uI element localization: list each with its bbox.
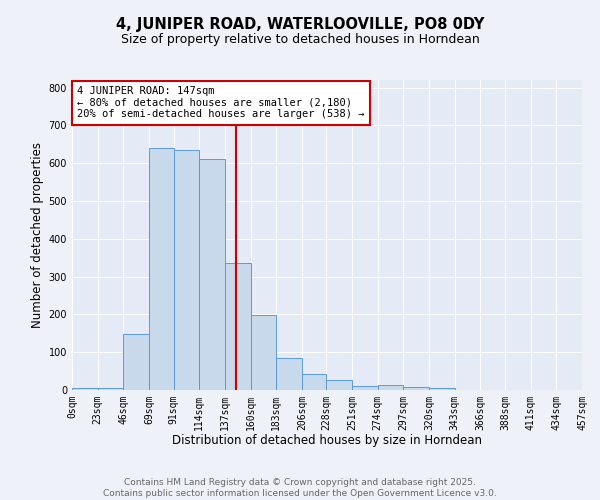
Bar	[98, 388, 124, 390]
Bar	[149, 148, 173, 390]
Bar	[378, 385, 403, 390]
Text: 4, JUNIPER ROAD, WATERLOOVILLE, PO8 0DY: 4, JUNIPER ROAD, WATERLOOVILLE, PO8 0DY	[116, 18, 484, 32]
Bar	[429, 388, 455, 390]
Bar	[302, 374, 326, 390]
Bar	[352, 386, 378, 390]
Text: Size of property relative to detached houses in Horndean: Size of property relative to detached ho…	[121, 32, 479, 46]
Bar	[251, 315, 276, 390]
Bar	[199, 160, 225, 390]
Bar	[582, 388, 600, 390]
Bar	[124, 334, 149, 390]
Y-axis label: Number of detached properties: Number of detached properties	[31, 142, 44, 328]
Text: Contains HM Land Registry data © Crown copyright and database right 2025.
Contai: Contains HM Land Registry data © Crown c…	[103, 478, 497, 498]
Bar	[173, 150, 199, 390]
Bar	[276, 358, 302, 390]
Bar	[72, 388, 98, 390]
Bar	[403, 387, 429, 390]
X-axis label: Distribution of detached houses by size in Horndean: Distribution of detached houses by size …	[172, 434, 482, 448]
Bar	[225, 264, 251, 390]
Text: 4 JUNIPER ROAD: 147sqm
← 80% of detached houses are smaller (2,180)
20% of semi-: 4 JUNIPER ROAD: 147sqm ← 80% of detached…	[77, 86, 365, 120]
Bar	[326, 380, 352, 390]
